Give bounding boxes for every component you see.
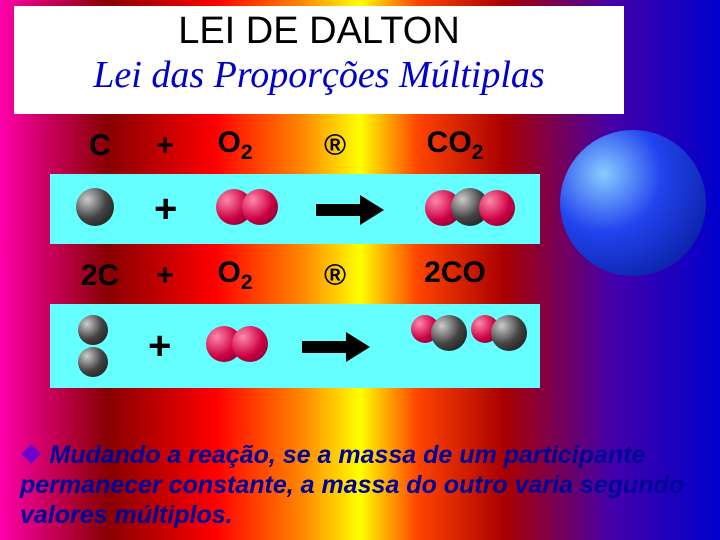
- bullet-icon: ❖: [20, 441, 42, 469]
- title-main: LEI DE DALTON: [14, 10, 624, 53]
- panel2-2c: [63, 315, 123, 377]
- eq1-product: CO2: [390, 126, 520, 165]
- diagram-panel-1: +: [50, 174, 540, 244]
- panel2-2co: [397, 315, 527, 377]
- eq2-plus: +: [140, 259, 190, 293]
- eq2-reactant-a: 2C: [60, 259, 140, 293]
- atom-red: [479, 190, 515, 226]
- footer-note: ❖ Mudando a reação, se a massa de um par…: [20, 440, 700, 530]
- title-box: LEI DE DALTON Lei das Proporções Múltipl…: [14, 6, 624, 114]
- equation-2: 2C + O2 ® 2CO: [60, 256, 520, 295]
- panel2-plus: +: [148, 324, 171, 369]
- eq2-product: 2CO: [390, 256, 520, 295]
- atom-red: [232, 326, 268, 362]
- panel1-co2: [415, 188, 525, 231]
- eq1-arrow: ®: [280, 129, 390, 163]
- atom-dark: [76, 188, 114, 226]
- panel1-atom-c: [65, 188, 125, 231]
- sphere-decorative: [560, 130, 706, 276]
- title-subtitle: Lei das Proporções Múltiplas: [14, 53, 624, 97]
- panel2-o2: [197, 326, 277, 367]
- equation-1: C + O2 ® CO2: [60, 126, 520, 165]
- panel1-plus: +: [154, 187, 177, 232]
- panel2-arrow-icon: [302, 332, 372, 360]
- panel1-o2: [207, 189, 287, 230]
- atom-dark: [78, 315, 108, 345]
- atom-dark: [431, 315, 467, 351]
- atom-red: [242, 189, 278, 225]
- atom-dark: [491, 315, 527, 351]
- eq1-reactant-b: O2: [190, 126, 280, 165]
- footer-text: Mudando a reação, se a massa de um parti…: [20, 441, 684, 529]
- atom-dark: [78, 347, 108, 377]
- eq1-reactant-a: C: [60, 129, 140, 163]
- eq2-arrow: ®: [280, 259, 390, 293]
- eq1-plus: +: [140, 129, 190, 163]
- diagram-panel-2: +: [50, 304, 540, 388]
- panel1-arrow-icon: [316, 195, 386, 223]
- eq2-reactant-b: O2: [190, 256, 280, 295]
